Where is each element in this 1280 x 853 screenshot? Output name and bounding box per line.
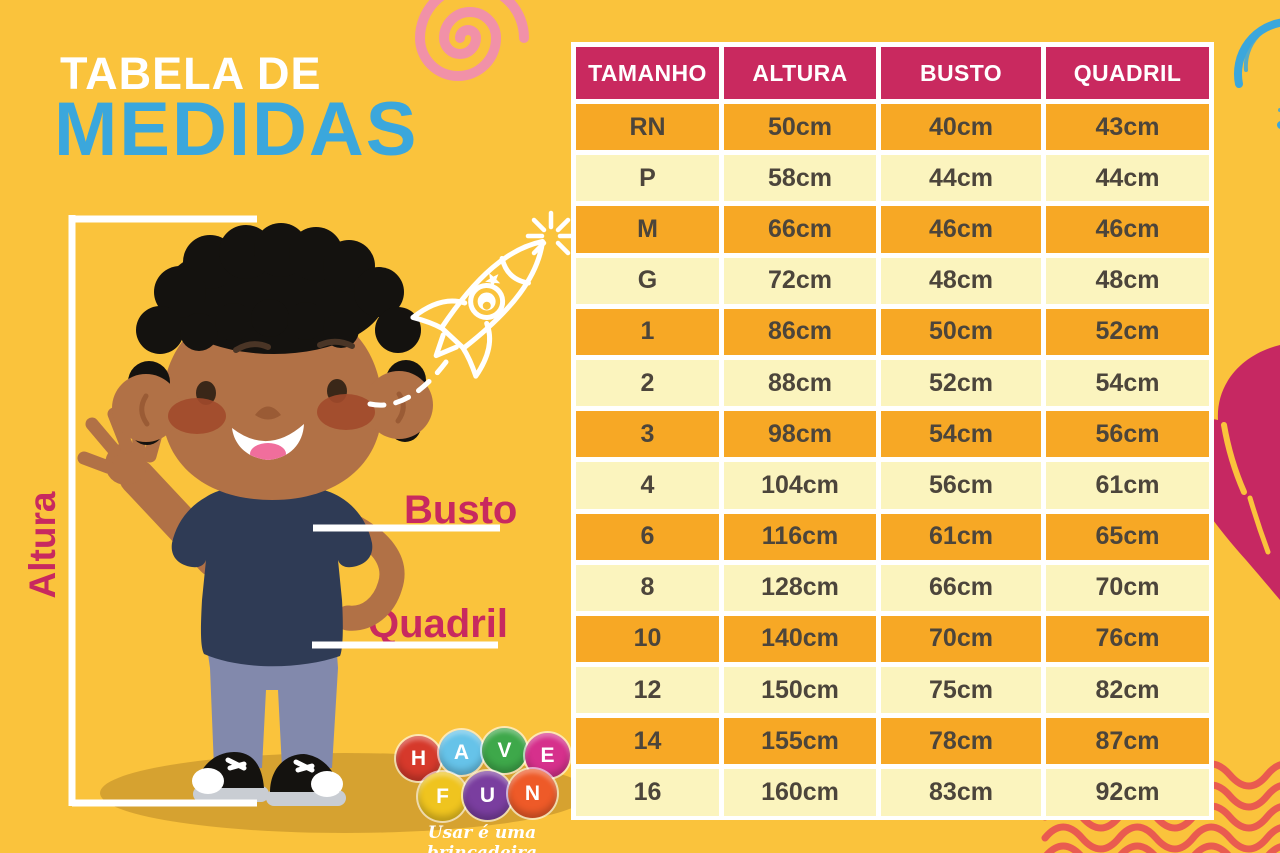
spiral-doodle-icon [414,0,529,81]
table-cell: 14 [576,718,719,765]
table-cell: 82cm [1046,667,1209,714]
t-shirt [171,483,373,667]
table-cell: 56cm [881,462,1041,509]
table-cell: 52cm [881,359,1041,407]
table-cell: 3 [576,411,719,458]
table-cell: 12 [576,667,719,714]
table-cell: 128cm [724,564,876,611]
table-cell: 92cm [1046,769,1209,816]
table-cell: G [576,257,719,304]
table-cell: RN [576,104,719,151]
face [161,302,383,500]
circle-scribble-icon [1234,18,1280,129]
table-cell: 54cm [1046,359,1209,407]
table-cell: 4 [576,462,719,509]
rocket-trail [367,359,449,408]
table-cell: 44cm [881,155,1041,202]
logo-ball: U [463,771,512,820]
table-cell: P [576,155,719,202]
table-cell: 155cm [724,718,876,765]
size-table: TAMANHO ALTURA BUSTO QUADRIL RN 50cm 40c… [571,42,1214,820]
table-cell: 70cm [1046,564,1209,611]
table-cell: 43cm [1046,104,1209,151]
table-cell: 88cm [724,359,876,407]
table-cell: 150cm [724,667,876,714]
table-cell: 72cm [724,257,876,304]
table-cell: 54cm [881,411,1041,458]
table-cell: 46cm [1046,206,1209,253]
logo-ball: F [418,772,467,821]
pants [206,640,338,768]
table-cell: 48cm [881,257,1041,304]
table-cell: 52cm [1046,308,1209,355]
table-cell: 2 [576,359,719,407]
table-cell: 50cm [881,308,1041,355]
table-cell: 104cm [724,462,876,509]
table-cell: 70cm [881,615,1041,663]
table-cell: 61cm [1046,462,1209,509]
logo-ball: A [439,730,484,775]
table-cell: 40cm [881,104,1041,151]
table-cell: 75cm [881,667,1041,714]
ears [112,371,433,442]
table-cell: 140cm [724,615,876,663]
logo-tagline: Usar é uma brincadeira [426,823,538,853]
header-cell: ALTURA [724,47,876,99]
table-cell: 76cm [1046,615,1209,663]
table-cell: 6 [576,513,719,560]
table-cell: 86cm [724,308,876,355]
rocket-icon [367,210,577,408]
table-cell: 16 [576,769,719,816]
title-line1: TABELA DE [60,48,322,99]
table-cell: 160cm [724,769,876,816]
leaf-icon [1186,345,1280,600]
header-cell: BUSTO [881,47,1041,99]
table-cell: 65cm [1046,513,1209,560]
table-cell: 58cm [724,155,876,202]
header-cell: TAMANHO [576,47,719,99]
table-cell: 116cm [724,513,876,560]
table-cell: 46cm [881,206,1041,253]
table-cell: 10 [576,615,719,663]
have-fun-logo: H A V E F U N Usar é uma brincadeira [392,724,572,853]
sneakers [192,752,346,806]
logo-ball: V [482,728,527,773]
header-cell: QUADRIL [1046,47,1209,99]
table-cell: 66cm [881,564,1041,611]
table-cell: M [576,206,719,253]
table-cell: 66cm [724,206,876,253]
table-cell: 78cm [881,718,1041,765]
table-cell: 61cm [881,513,1041,560]
table-cell: 44cm [1046,155,1209,202]
table-cell: 50cm [724,104,876,151]
title-line2: MEDIDAS [54,87,419,172]
sparkle-icon [525,210,577,256]
table-cell: 1 [576,308,719,355]
table-cell: 8 [576,564,719,611]
altura-bracket [68,215,257,807]
logo-ball: N [508,769,557,818]
table-cell: 98cm [724,411,876,458]
table-cell: 83cm [881,769,1041,816]
table-cell: 48cm [1046,257,1209,304]
table-cell: 87cm [1046,718,1209,765]
table-cell: 56cm [1046,411,1209,458]
